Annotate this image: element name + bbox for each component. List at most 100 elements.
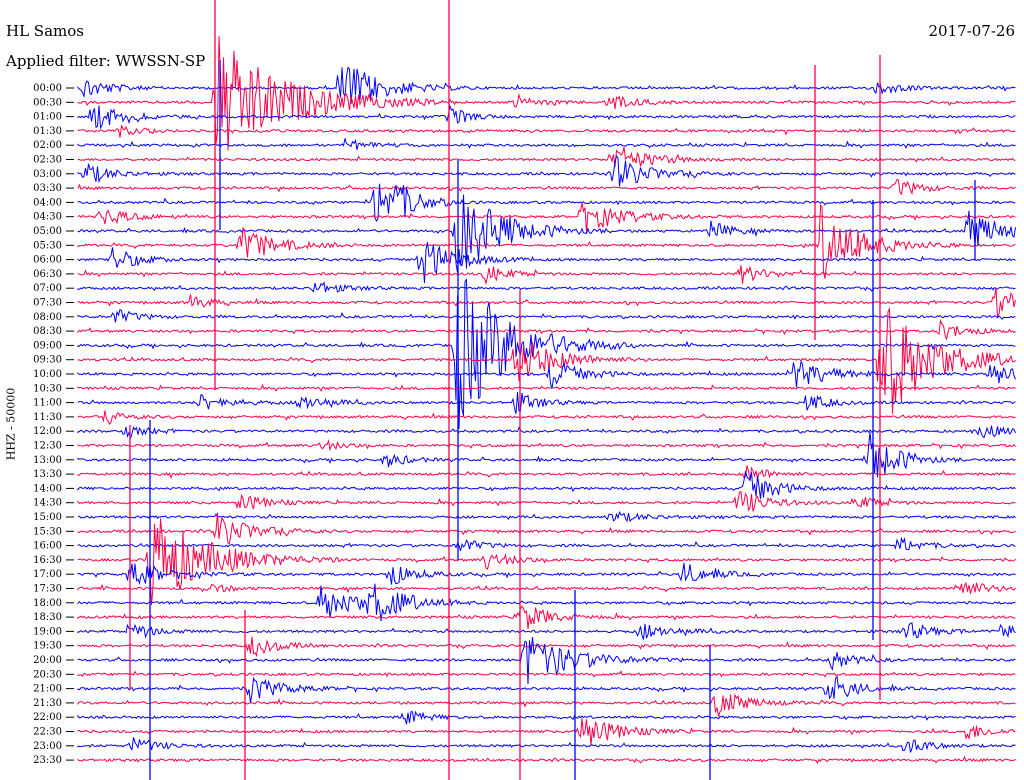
filter-label: Applied filter: WWSSN-SP [6,52,206,70]
time-label: 06:30 [33,269,62,280]
trace-line [77,138,1016,150]
trace-line [77,146,1016,168]
time-axis-labels: 00:00 00:30 01:00 01:30 02:00 02:30 03:00 03:30… [33,83,74,766]
trace-line [77,518,1016,606]
time-label: 13:00 [33,455,62,466]
time-label: 09:30 [33,355,62,366]
trace-line [77,410,1016,426]
trace-line [77,510,1016,523]
time-label: 20:30 [33,669,62,680]
trace-line [77,36,1016,151]
trace-line [77,104,1016,130]
trace-line [77,242,1016,284]
trace-line [77,605,1016,629]
date-label: 2017-07-26 [928,22,1015,40]
trace-line [77,636,1016,685]
trace-line [77,490,1016,512]
time-label: 01:30 [33,126,62,137]
trace-line [77,693,1016,717]
time-label: 03:30 [33,183,62,194]
trace-line [77,470,1016,499]
time-label: 17:30 [33,584,62,595]
time-label: 07:30 [33,298,62,309]
time-label: 23:00 [33,741,62,752]
station-title: HL Samos [6,22,84,40]
trace-line [77,562,1016,586]
time-label: 15:30 [33,526,62,537]
time-label: 03:00 [33,169,62,180]
time-label: 06:00 [33,255,62,266]
time-label: 21:30 [33,698,62,709]
time-label: 16:00 [33,541,62,552]
time-label: 21:00 [33,684,62,695]
time-label: 12:30 [33,441,62,452]
time-label: 04:30 [33,212,62,223]
trace-line [77,536,1016,552]
trace-line [77,392,1016,414]
time-label: 08:30 [33,326,62,337]
time-label: 02:30 [33,155,62,166]
time-label: 11:00 [33,398,62,409]
time-label: 01:00 [33,112,62,123]
time-label: 20:00 [33,655,62,666]
trace-line [77,265,1016,286]
time-label: 07:00 [33,283,62,294]
time-label: 18:00 [33,598,62,609]
time-label: 16:30 [33,555,62,566]
time-label: 13:30 [33,469,62,480]
trace-line [77,438,1016,452]
time-label: 10:30 [33,383,62,394]
trace-line [77,622,1016,640]
trace-line [77,710,1016,725]
trace-line [77,183,1016,223]
trace-line [77,278,1016,429]
time-label: 00:00 [33,83,62,94]
trace-line [77,318,1016,340]
trace-line [77,178,1016,196]
trace-line [77,432,1016,478]
time-label: 14:30 [33,498,62,509]
trace-line [77,202,1016,233]
trace-line [77,425,1016,440]
time-label: 22:00 [33,712,62,723]
trace-line [77,670,1016,678]
trace-line [77,194,1016,273]
trace-line [77,737,1016,753]
trace-line [77,281,1016,293]
trace-line [77,512,1016,544]
time-label: 15:00 [33,512,62,523]
time-label: 05:30 [33,240,62,251]
time-label: 10:00 [33,369,62,380]
trace-line [77,581,1016,594]
trace-line [77,383,1016,392]
time-label: 02:00 [33,140,62,151]
time-label: 17:00 [33,569,62,580]
time-label: 11:30 [33,412,62,423]
time-label: 19:00 [33,626,62,637]
time-label: 18:30 [33,612,62,623]
trace-line [77,306,1016,414]
time-label: 14:00 [33,483,62,494]
time-label: 23:30 [33,755,62,766]
y-axis-label: HHZ - 50000 [4,387,18,461]
time-label: 08:00 [33,312,62,323]
trace-line [77,203,1016,279]
trace-line [77,465,1016,481]
time-label: 22:30 [33,727,62,738]
time-label: 12:00 [33,426,62,437]
time-label: 09:00 [33,340,62,351]
time-label: 04:00 [33,197,62,208]
trace-line [77,636,1016,658]
trace-rows [77,0,1016,780]
trace-line [77,360,1016,389]
time-label: 19:30 [33,641,62,652]
trace-line [77,718,1016,746]
time-label: 05:00 [33,226,62,237]
trace-line [77,308,1016,323]
trace-line [77,583,1016,622]
trace-line [77,675,1016,704]
trace-line [77,755,1016,765]
trace-line [77,287,1016,318]
trace-line [77,125,1016,138]
